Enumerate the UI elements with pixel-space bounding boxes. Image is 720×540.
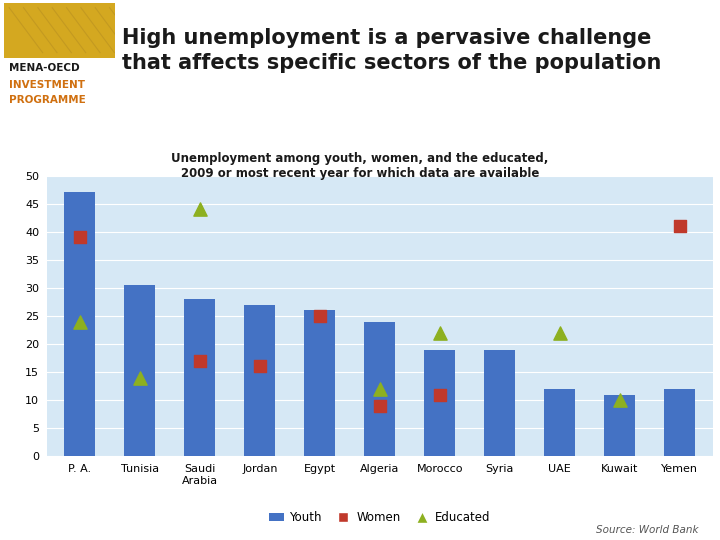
Point — [74, 233, 86, 241]
Point — [614, 396, 626, 404]
Legend: Youth, Women, Educated: Youth, Women, Educated — [265, 507, 495, 529]
Point — [134, 373, 145, 382]
Bar — [184, 299, 215, 456]
Text: Unemployment among youth, women, and the educated,
2009 or most recent year for : Unemployment among youth, women, and the… — [171, 152, 549, 180]
Point — [74, 317, 86, 326]
Point — [194, 205, 206, 213]
Text: MENA-OECD: MENA-OECD — [9, 63, 80, 73]
Bar — [64, 192, 95, 456]
Point — [374, 401, 386, 410]
Bar — [484, 349, 516, 456]
Bar — [664, 389, 696, 456]
Bar — [424, 349, 455, 456]
Point — [374, 384, 386, 393]
FancyBboxPatch shape — [4, 3, 115, 58]
Point — [674, 222, 685, 231]
Text: Source: World Bank: Source: World Bank — [596, 524, 698, 535]
Bar — [604, 395, 635, 456]
Point — [194, 356, 206, 365]
Bar — [244, 305, 275, 456]
Bar — [364, 321, 395, 456]
Bar — [124, 285, 156, 456]
Point — [254, 362, 266, 371]
Text: High unemployment is a pervasive challenge
that affects specific sectors of the : High unemployment is a pervasive challen… — [122, 28, 662, 73]
Bar — [304, 310, 336, 456]
Text: PROGRAMME: PROGRAMME — [9, 94, 86, 105]
Text: INVESTMENT: INVESTMENT — [9, 79, 85, 90]
Point — [434, 328, 446, 337]
Point — [314, 312, 325, 320]
Point — [434, 390, 446, 399]
Bar — [544, 389, 575, 456]
Point — [554, 328, 565, 337]
